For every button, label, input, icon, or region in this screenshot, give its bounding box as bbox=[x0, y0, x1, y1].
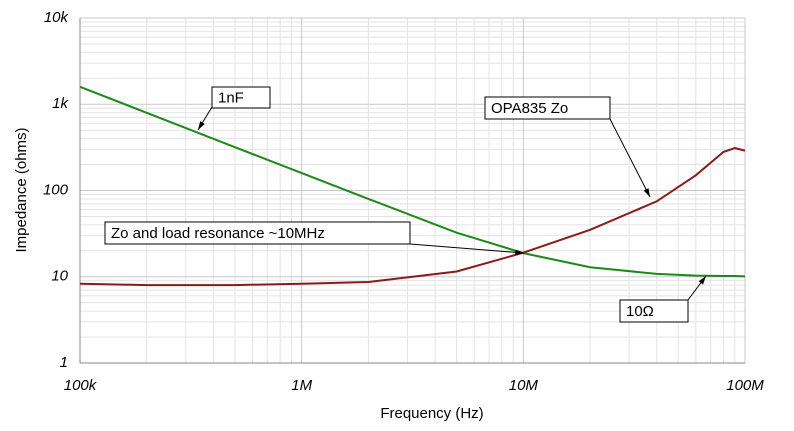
y-tick-label: 100 bbox=[43, 181, 69, 198]
y-tick-label: 10 bbox=[51, 268, 68, 285]
annotation-box bbox=[484, 96, 611, 120]
arrow-head bbox=[643, 188, 650, 197]
annotation-arrow bbox=[609, 118, 651, 198]
x-tick-label: 1M bbox=[291, 377, 312, 394]
y-tick-label: 10k bbox=[44, 9, 70, 26]
annotation-arrow bbox=[409, 243, 525, 254]
annotation-box bbox=[104, 221, 411, 245]
y-axis-label: Impedance (ohms) bbox=[13, 127, 30, 252]
x-tick-label: 100k bbox=[64, 377, 98, 394]
annotation-box bbox=[211, 86, 271, 109]
annotation-text: 1nF bbox=[218, 89, 244, 106]
arrow-head bbox=[698, 276, 706, 285]
arrow-head bbox=[515, 249, 524, 255]
y-tick-label: 1 bbox=[60, 354, 68, 371]
x-tick-label: 10M bbox=[509, 377, 539, 394]
arrow-head bbox=[198, 121, 205, 130]
annotation-box bbox=[619, 299, 689, 323]
annotation-text: 10Ω bbox=[626, 303, 654, 320]
annotation-text: OPA835 Zo bbox=[491, 100, 568, 117]
series-line bbox=[79, 85, 746, 278]
y-tick-label: 1k bbox=[52, 95, 69, 112]
x-tick-label: 100M bbox=[726, 377, 764, 394]
x-axis-label: Frequency (Hz) bbox=[380, 405, 483, 422]
annotation-text: Zo and load resonance ~10MHz bbox=[111, 225, 325, 242]
